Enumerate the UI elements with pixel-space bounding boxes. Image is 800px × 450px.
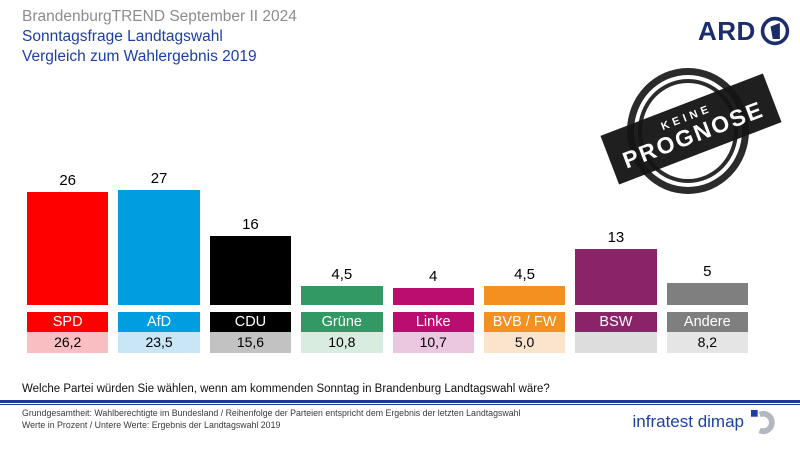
party-name-label: Grüne [301,312,383,332]
party-2019-value: 8,2 [666,332,748,353]
party-column-bsw: 13 BSW [575,170,657,353]
bar-zone: 4,5 [483,170,566,305]
footnote-line-1: Grundgesamtheit: Wahlberechtigte im Bund… [22,408,521,418]
bar-gap [301,305,382,312]
divider-line-thick [0,400,800,403]
bar-zone: 5 [666,170,748,305]
page-title: BrandenburgTREND September II 2024 [22,8,297,25]
bar-zone: 26 [27,170,109,305]
party-name-label: BSW [575,312,657,332]
bar-bsw [575,249,657,305]
party-2019-value [575,332,657,353]
party-name-label: BVB / FW [483,312,566,332]
party-2019-value: 15,6 [209,332,292,353]
footnote-line-2: Werte in Prozent / Untere Werte: Ergebni… [22,419,281,430]
header: BrandenburgTREND September II 2024 Sonnt… [22,7,297,67]
bar-gap [27,305,108,312]
party-column-afd: 27 AfD 23,5 [118,170,200,353]
party-column-gruene: 4,5 Grüne 10,8 [301,170,383,353]
party-column-linke: 4 Linke 10,7 [392,170,474,353]
page-subtitle-2: Vergleich zum Wahlergebnis 2019 [22,48,257,65]
bar-linke [392,288,474,305]
bar-gap [484,305,565,312]
survey-question: Welche Partei würden Sie wählen, wenn am… [22,383,550,395]
ard-logo-text: ARD [698,15,756,46]
party-column-cdu: 16 CDU 15,6 [209,170,292,353]
bar-value-label: 4,5 [331,266,353,283]
bar-value-label: 13 [607,229,625,246]
bar-gap [118,305,199,312]
bar-gap [575,305,656,312]
bar-bvb-fw [483,286,566,305]
bar-zone: 4,5 [301,170,383,305]
party-column-andere: 5 Andere 8,2 [666,170,748,353]
page-subtitle-1: Sonntagsfrage Landtagswahl [22,28,223,45]
infratest-dimap-text: infratest dimap [632,412,745,431]
party-2019-value: 10,8 [301,332,383,353]
bar-value-label: 16 [242,216,259,233]
bar-value-label: 5 [703,263,712,280]
bar-zone: 27 [118,170,200,305]
bar-gruene [301,286,383,305]
bar-andere [666,283,748,305]
party-column-bvb-fw: 4,5 BVB / FW 5,0 [483,170,566,353]
bar-chart-columns: 26 SPD 26,2 27 AfD 23,5 16 CDU 15,6 4,5 Grüne 10,8 4… [27,170,748,353]
party-name-label: Linke [392,312,474,332]
party-column-spd: 26 SPD 26,2 [27,170,109,353]
bar-zone: 4 [392,170,474,305]
bar-value-label: 26 [59,172,77,189]
party-2019-value: 23,5 [118,332,200,353]
bar-chart: 26 SPD 26,2 27 AfD 23,5 16 CDU 15,6 4,5 Grüne 10,8 4… [27,170,748,353]
ard-circle-one-icon [759,15,791,47]
party-name-label: AfD [118,312,200,332]
party-name-label: SPD [27,312,109,332]
bar-value-label: 27 [150,170,168,187]
bar-gap [667,305,748,312]
bar-value-label: 4 [429,268,438,285]
party-2019-value: 5,0 [483,332,566,353]
party-name-label: CDU [209,312,292,332]
divider-line-thin [0,404,800,405]
bar-afd [118,190,200,305]
bar-spd [27,192,109,305]
party-2019-value: 26,2 [27,332,109,353]
party-name-label: Andere [666,312,748,332]
party-2019-value: 10,7 [392,332,474,353]
bar-cdu [209,236,292,305]
bar-gap [210,305,291,312]
ard-logo: ARD [698,15,791,47]
bar-zone: 13 [575,170,657,305]
infratest-dimap-logo: infratest dimap [633,409,777,435]
footnote: Grundgesamtheit: Wahlberechtigte im Bund… [22,408,520,431]
infratest-dimap-icon [750,409,776,435]
bar-gap [393,305,474,312]
bar-zone: 16 [209,170,292,305]
bar-value-label: 4,5 [514,266,535,283]
